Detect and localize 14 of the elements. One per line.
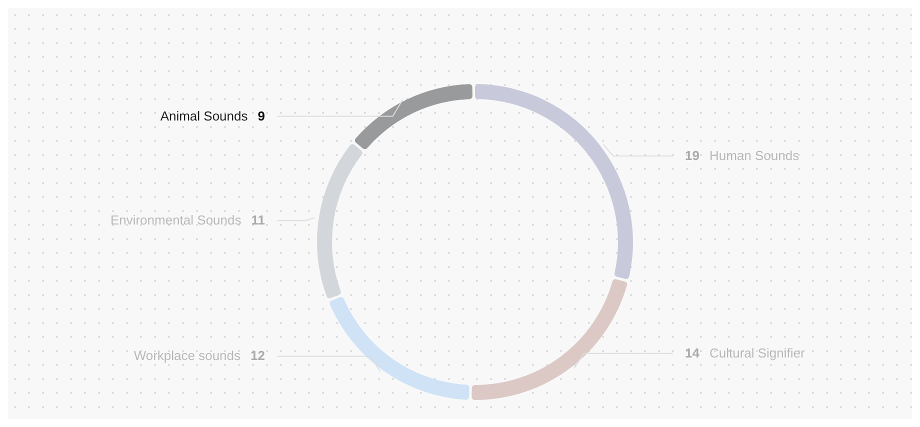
slice-label: Animal Sounds bbox=[160, 108, 248, 124]
data-label: 14 bbox=[685, 345, 700, 360]
donut-slice bbox=[330, 297, 470, 400]
slice-label: Environmental Sounds bbox=[110, 212, 242, 228]
slice-label: Cultural Signifier bbox=[709, 345, 806, 360]
donut-slice bbox=[472, 279, 628, 400]
data-label: 12 bbox=[250, 348, 265, 364]
donut-slice bbox=[317, 144, 362, 298]
slice-label: Human Sounds bbox=[709, 148, 800, 163]
donut-slice bbox=[354, 84, 472, 150]
data-label: 11 bbox=[251, 212, 265, 228]
data-label: 9 bbox=[258, 108, 265, 124]
data-label: 19 bbox=[685, 148, 700, 163]
slice-label: Workplace sounds bbox=[134, 348, 242, 364]
